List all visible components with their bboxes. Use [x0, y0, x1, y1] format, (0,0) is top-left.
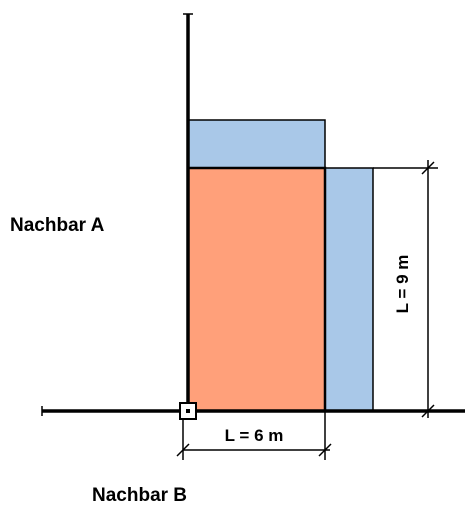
- building-footprint: [186, 166, 327, 413]
- width-dimension: [176, 411, 332, 460]
- height-dimension: [373, 160, 438, 418]
- neighbor-a-label: Nachbar A: [10, 215, 105, 236]
- width-dimension-label: L = 6 m: [225, 426, 284, 445]
- corner-marker-dot: [186, 409, 190, 413]
- setback-area-top: [187, 119, 326, 169]
- setback-area-right: [324, 167, 374, 412]
- height-dimension-label: L = 9 m: [393, 255, 412, 314]
- neighbor-b-label: Nachbar B: [92, 485, 187, 505]
